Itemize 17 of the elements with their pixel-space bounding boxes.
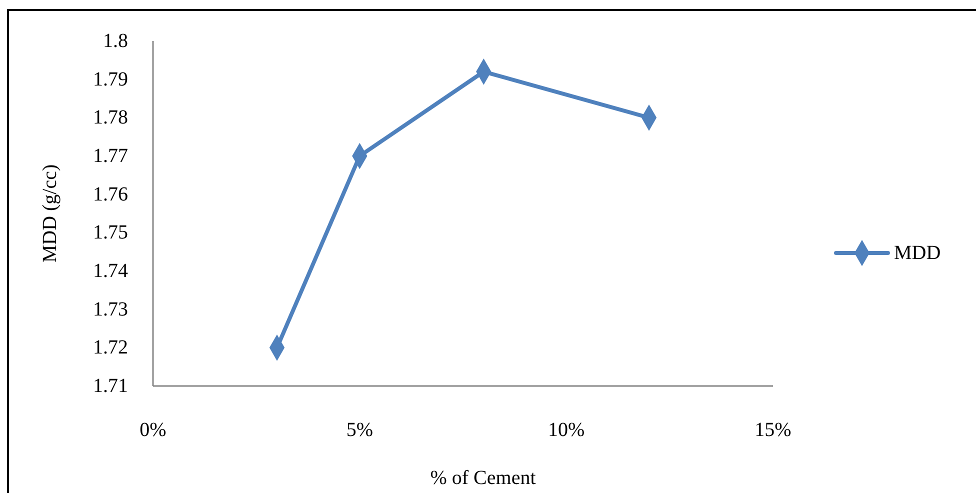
x-tick-label: 0% (140, 419, 166, 441)
y-axis-title: MDD (g/cc) (39, 164, 61, 263)
x-axis-title: % of Cement (430, 467, 536, 489)
y-tick-label: 1.79 (93, 68, 128, 90)
y-tick-label: 1.76 (93, 183, 128, 206)
y-tick-label: 1.78 (93, 106, 128, 129)
legend-label: MDD (894, 242, 941, 264)
x-tick-label: 5% (346, 419, 374, 441)
y-tick-label: 1.73 (93, 298, 128, 320)
y-tick-label: 1.74 (93, 260, 128, 282)
y-tick-label: 1.72 (93, 336, 128, 359)
x-tick-label: 15% (754, 419, 792, 441)
y-tick-label: 1.71 (93, 375, 128, 397)
y-tick-label: 1.8 (103, 30, 128, 52)
x-tick-label: 10% (548, 419, 585, 441)
y-tick-label: 1.77 (93, 145, 128, 167)
y-tick-label: 1.75 (93, 222, 128, 244)
